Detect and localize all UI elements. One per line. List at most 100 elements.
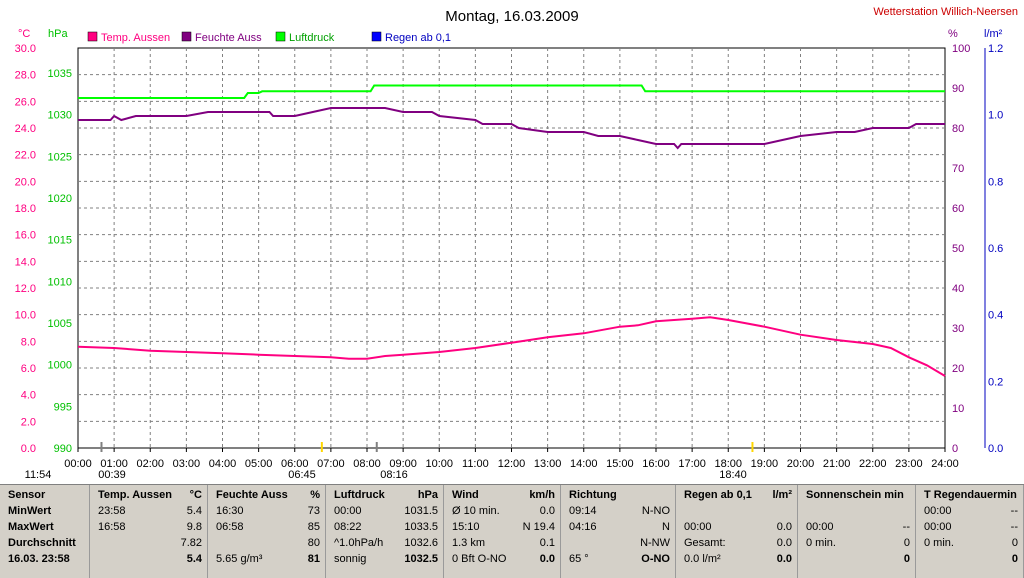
tick-label-humidity: 100 — [952, 43, 970, 55]
tick-label-pressure: 1020 — [48, 193, 72, 205]
tick-label-humidity: 70 — [952, 163, 964, 175]
tick-label-humidity: 50 — [952, 243, 964, 255]
tick-label-temp: 12.0 — [15, 283, 36, 295]
tick-label-temp: 4.0 — [21, 390, 36, 402]
tick-label-pressure: 1030 — [48, 110, 72, 122]
tick-label-time: 19:00 — [751, 458, 779, 470]
row-label: 16.03. 23:58 — [8, 553, 70, 565]
column-unit: hPa — [417, 489, 438, 501]
cell-left: 1.3 km — [452, 537, 486, 549]
cell-value: 0.0 — [776, 553, 792, 565]
column-header: Sonnenschein min — [806, 489, 904, 501]
tick-label-temp: 26.0 — [15, 96, 36, 108]
summary-table: Sensor MinWert MaxWert Durchschnitt 16.03. 2… — [0, 484, 1024, 578]
legend-label: Temp. Aussen — [101, 32, 170, 44]
cell-left: 15:10 — [452, 521, 480, 533]
cell-left: 04:16 — [569, 521, 597, 533]
tick-label-temp: 10.0 — [15, 310, 36, 322]
cell-value: 0 — [903, 553, 910, 565]
cell-left: 23:58 — [98, 505, 126, 517]
cell-value: 0.1 — [539, 537, 555, 549]
cell-value: 5.4 — [186, 505, 202, 517]
tick-label-pressure: 1035 — [48, 68, 72, 80]
table-column: Sensor MinWert MaxWert Durchschnitt 16.03. 2… — [0, 485, 90, 578]
cell-left: 00:00 — [334, 505, 362, 517]
tick-label-rain: 0.2 — [988, 376, 1003, 388]
tick-label-pressure: 1015 — [48, 235, 72, 247]
row-label: MaxWert — [8, 521, 54, 533]
tick-label-humidity: 40 — [952, 283, 964, 295]
tick-label-time: 07:00 — [317, 458, 345, 470]
table-column: T Regendauermin 00:00 -- 00:00 -- 0 min. 0 0 — [916, 485, 1024, 578]
cell-left: 0 Bft O-NO — [452, 553, 507, 565]
cell-value: O-NO — [641, 553, 670, 565]
tick-label-rain: 1.2 — [988, 43, 1003, 55]
column-header: T Regendauermin — [924, 489, 1017, 501]
cell-value: 85 — [307, 521, 320, 533]
tick-label-temp: 20.0 — [15, 176, 36, 188]
column-unit: l/m² — [772, 489, 792, 501]
legend-swatch — [87, 31, 98, 42]
column-header: Regen ab 0,1 — [684, 489, 752, 501]
tick-label-temp: 24.0 — [15, 123, 36, 135]
tick-label-time: 10:00 — [425, 458, 453, 470]
tick-label-temp: 8.0 — [21, 336, 36, 348]
cell-left: ^1.0hPa/h — [334, 537, 384, 549]
tick-label-time: 11:00 — [462, 458, 489, 470]
tick-label-temp: 18.0 — [15, 203, 36, 215]
axes: 0.0 2.0 4.0 6.0 8.0 10.0 12.0 14.0 16.0 18.0 20.0 2… — [15, 43, 1004, 470]
cell-value: 1032.5 — [404, 553, 438, 565]
cell-left: 00:00 — [924, 505, 952, 517]
column-unit: % — [310, 489, 320, 501]
tick-label-pressure: 995 — [54, 401, 72, 413]
series-line — [78, 107, 945, 150]
cell-value: -- — [1010, 505, 1018, 517]
cell-left: 06:58 — [216, 521, 244, 533]
tick-label-time: 05:00 — [245, 458, 273, 470]
tick-label-time: 06:00 — [281, 458, 309, 470]
table-column: Wind km/h Ø 10 min. 0.0 15:10 N 19.4 1.3 km 0.1… — [444, 485, 561, 578]
row-label: Durchschnitt — [8, 537, 76, 549]
tick-label-temp: 28.0 — [15, 70, 36, 82]
unit-label-pressure: hPa — [48, 28, 68, 40]
time-marker-label: 18:40 — [719, 469, 747, 481]
cell-left: 00:00 — [806, 521, 834, 533]
chart-legend: Temp. Aussen Feuchte Auss Luftdruck Regen a… — [87, 31, 451, 44]
series-line — [78, 84, 945, 99]
tick-label-time: 15:00 — [606, 458, 634, 470]
legend-label: Regen ab 0,1 — [385, 32, 451, 44]
tick-label-time: 13:00 — [534, 458, 562, 470]
series-lines — [77, 84, 946, 377]
cell-left: 08:22 — [334, 521, 362, 533]
cell-value: 5.4 — [186, 553, 202, 565]
cell-value: 7.82 — [180, 537, 202, 549]
tick-label-time: 12:00 — [498, 458, 526, 470]
tick-label-pressure: 990 — [54, 443, 72, 455]
cell-left: sonnig — [334, 553, 367, 565]
cell-value: 9.8 — [186, 521, 202, 533]
column-unit: °C — [189, 489, 202, 501]
legend-swatch — [181, 31, 192, 42]
column-header: Temp. Aussen — [98, 489, 172, 501]
cell-value: 1033.5 — [404, 521, 438, 533]
cell-left: 00:00 — [924, 521, 952, 533]
tick-label-time: 03:00 — [173, 458, 201, 470]
tick-label-rain: 0.0 — [988, 443, 1003, 455]
cell-left: 0 min. — [924, 537, 954, 549]
cell-value: 0 — [1011, 553, 1018, 565]
grid — [78, 48, 945, 448]
chart-title: Montag, 16.03.2009 — [445, 8, 578, 25]
tick-label-temp: 2.0 — [21, 416, 36, 428]
tick-label-humidity: 20 — [952, 363, 964, 375]
cell-left: 0 min. — [806, 537, 836, 549]
cell-value: 81 — [307, 553, 320, 565]
tick-label-rain: 0.4 — [988, 310, 1003, 322]
tick-label-time: 02:00 — [136, 458, 164, 470]
time-marker-label: 06:45 — [288, 469, 316, 481]
tick-label-time: 00:00 — [64, 458, 92, 470]
cell-left: 16:58 — [98, 521, 126, 533]
tick-label-rain: 1.0 — [988, 110, 1003, 122]
tick-label-humidity: 10 — [952, 403, 964, 415]
tick-label-humidity: 30 — [952, 323, 964, 335]
cell-value: 0.0 — [539, 553, 555, 565]
